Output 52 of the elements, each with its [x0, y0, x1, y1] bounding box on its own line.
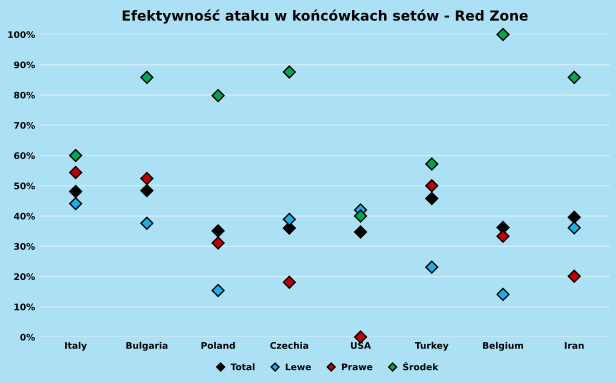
x-tick-label: Bulgaria [126, 342, 168, 351]
x-tick-label: Turkey [414, 342, 449, 351]
point [212, 284, 225, 298]
y-tick-label: 0% [20, 334, 35, 341]
x-tick-label: Iran [564, 342, 584, 349]
point [496, 230, 510, 243]
point [69, 166, 82, 180]
y-tick-label: 30% [14, 243, 35, 250]
point [140, 216, 154, 230]
y-tick-label: 60% [14, 152, 35, 160]
point [140, 172, 154, 186]
chart-title: Efektywność ataku w końcówkach setów - Red Zone [122, 9, 528, 24]
point [69, 197, 82, 210]
point [496, 288, 510, 301]
point [69, 148, 82, 162]
point [212, 236, 225, 250]
point [354, 225, 368, 239]
legend-label: Lewe [286, 364, 311, 370]
x-tick-label: Poland [201, 342, 235, 349]
point [212, 224, 225, 238]
y-tick-label: 90% [14, 61, 35, 68]
x-tick-label: Italy [65, 342, 87, 351]
point [425, 260, 438, 274]
legend-label: Total [230, 363, 254, 370]
point [282, 65, 296, 79]
y-tick-label: 20% [14, 273, 35, 280]
point [425, 179, 438, 192]
point [354, 209, 368, 223]
point [282, 276, 296, 289]
y-tick-label: 50% [14, 182, 35, 190]
y-tick-label: 70% [14, 122, 35, 129]
point [568, 270, 581, 283]
legend-label: Prawe [342, 364, 372, 370]
y-tick-label: 10% [14, 304, 35, 310]
point [496, 28, 510, 42]
y-tick-label: 40% [14, 212, 35, 220]
legend-label: Środek [403, 362, 438, 370]
point [425, 192, 438, 206]
x-tick-label: Czechia [270, 342, 308, 349]
point [282, 212, 296, 226]
point [140, 70, 154, 84]
point [140, 184, 154, 198]
y-tick-label: 80% [14, 92, 35, 99]
x-tick-label: USA [350, 342, 371, 349]
point [212, 89, 225, 102]
point [568, 70, 581, 84]
point [69, 184, 82, 198]
y-tick-label: 100% [8, 31, 35, 38]
point [425, 157, 438, 171]
x-tick-label: Belgium [483, 342, 524, 351]
point [568, 221, 581, 234]
point [568, 210, 581, 224]
